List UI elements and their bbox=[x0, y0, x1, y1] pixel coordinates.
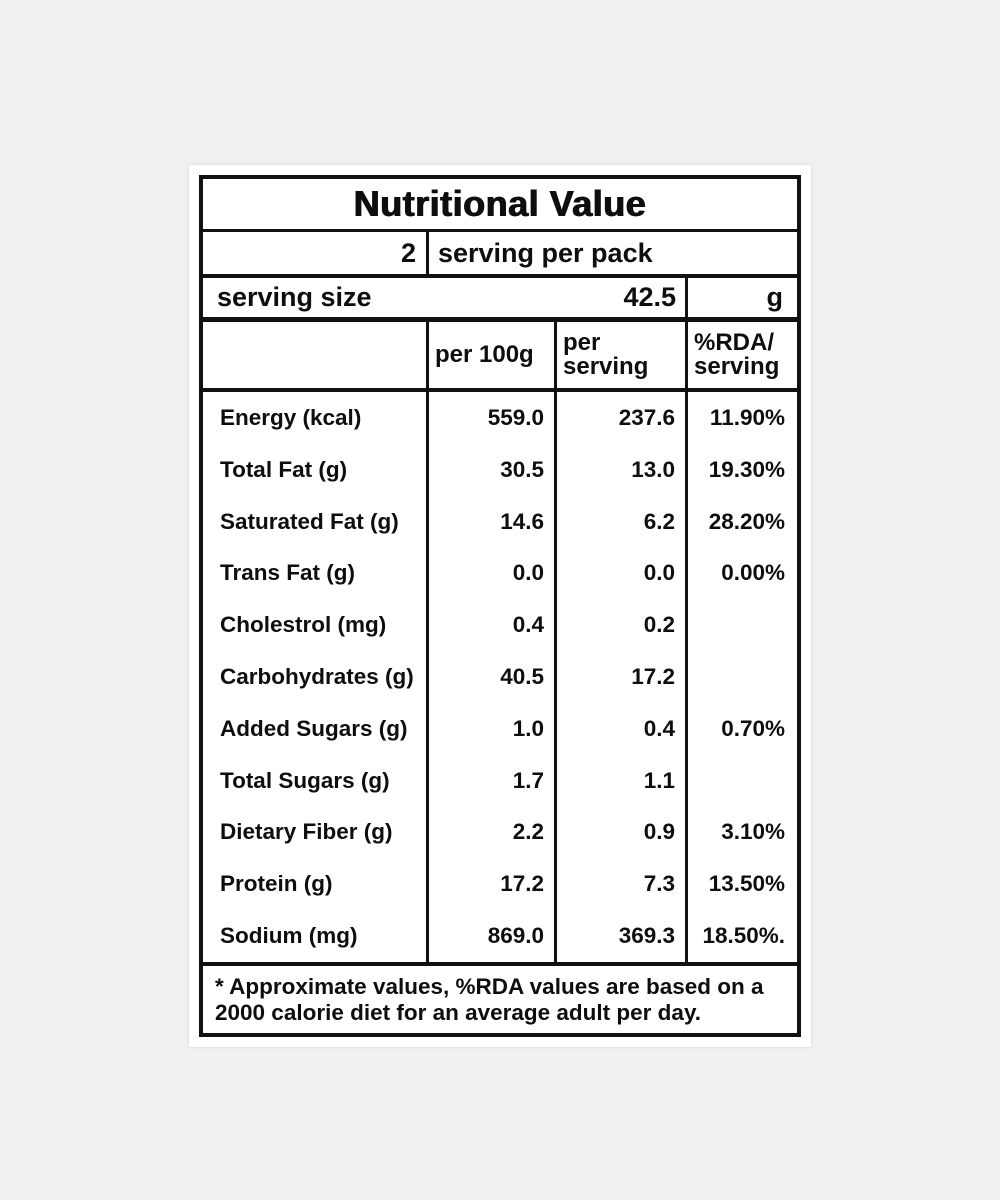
table-row: Sodium (mg) 869.0 369.3 18.50%. bbox=[203, 910, 797, 962]
nutrient-name: Energy (kcal) bbox=[220, 404, 362, 430]
per-serving-value: 0.0 bbox=[554, 547, 685, 600]
serving-size-label: serving size bbox=[217, 282, 372, 312]
table-row: Added Sugars (g) 1.0 0.4 0.70% bbox=[203, 702, 797, 755]
per-100g-value: 869.0 bbox=[426, 910, 554, 962]
nutrient-name: Protein (g) bbox=[220, 871, 333, 897]
footnote-line-1: * Approximate values, %RDA values are ba… bbox=[215, 973, 764, 999]
per-100g-value: 40.5 bbox=[426, 651, 554, 703]
servings-per-pack-label: serving per pack bbox=[426, 232, 797, 274]
rda-value: 11.90% bbox=[685, 392, 797, 444]
nutrient-column-header-empty bbox=[203, 322, 426, 388]
label-title-row: Nutritional Value bbox=[203, 179, 797, 232]
nutrient-name: Saturated Fat (g) bbox=[220, 508, 399, 534]
serving-size-value: 42.5 bbox=[623, 282, 676, 312]
per-serving-value: 7.3 bbox=[554, 858, 685, 911]
per-serving-header-line2: serving bbox=[563, 353, 649, 380]
footnote-line-2: 2000 calorie diet for an average adult p… bbox=[215, 999, 702, 1025]
per-serving-value: 17.2 bbox=[554, 651, 685, 703]
table-row: Cholestrol (mg) 0.4 0.2 bbox=[203, 599, 797, 652]
per-100g-value: 30.5 bbox=[426, 443, 554, 496]
rda-value bbox=[685, 651, 797, 703]
per-100g-value: 559.0 bbox=[426, 392, 554, 444]
per-100g-value: 0.4 bbox=[426, 599, 554, 652]
per-100g-value: 2.2 bbox=[426, 806, 554, 859]
table-row: Protein (g) 17.2 7.3 13.50% bbox=[203, 858, 797, 911]
rda-value: 0.00% bbox=[685, 547, 797, 600]
table-row: Energy (kcal) 559.0 237.6 11.90% bbox=[203, 392, 797, 444]
rda-value: 0.70% bbox=[685, 702, 797, 755]
rda-value bbox=[685, 754, 797, 807]
per-serving-value: 0.2 bbox=[554, 599, 685, 652]
per-serving-value: 237.6 bbox=[554, 392, 685, 444]
per-serving-header-line1: per bbox=[563, 329, 601, 357]
nutrient-rows: Energy (kcal) 559.0 237.6 11.90% Total Fat (… bbox=[203, 392, 797, 966]
per-100g-value: 14.6 bbox=[426, 495, 554, 548]
rda-value: 28.20% bbox=[685, 495, 797, 548]
nutrient-name: Carbohydrates (g) bbox=[220, 663, 414, 689]
per-100g-value: 1.0 bbox=[426, 702, 554, 755]
footnote: * Approximate values, %RDA values are ba… bbox=[203, 966, 797, 1033]
rda-column-header: %RDA/ serving bbox=[685, 322, 797, 388]
per-serving-value: 0.9 bbox=[554, 806, 685, 859]
per-100g-column-header: per 100g bbox=[426, 322, 554, 388]
table-row: Dietary Fiber (g) 2.2 0.9 3.10% bbox=[203, 806, 797, 859]
serving-size-cell: serving size 42.5 bbox=[203, 278, 685, 317]
nutrition-label-table: Nutritional Value 2 serving per pack ser… bbox=[199, 175, 801, 1037]
servings-per-pack-row: 2 serving per pack bbox=[203, 232, 797, 278]
rda-header-line2: serving bbox=[694, 353, 780, 380]
label-title: Nutritional Value bbox=[353, 183, 647, 224]
nutrient-name: Total Sugars (g) bbox=[220, 767, 390, 793]
nutrient-name: Trans Fat (g) bbox=[220, 560, 356, 586]
per-serving-value: 369.3 bbox=[554, 910, 685, 962]
rda-value: 13.50% bbox=[685, 858, 797, 911]
nutrient-name: Cholestrol (mg) bbox=[220, 612, 387, 638]
servings-per-pack-value: 2 bbox=[400, 237, 416, 268]
rda-value bbox=[685, 599, 797, 652]
serving-size-unit: g bbox=[685, 278, 797, 317]
nutrition-label-card: Nutritional Value 2 serving per pack ser… bbox=[189, 165, 811, 1047]
per-100g-value: 1.7 bbox=[426, 754, 554, 807]
per-100g-value: 17.2 bbox=[426, 858, 554, 911]
table-row: Carbohydrates (g) 40.5 17.2 bbox=[203, 651, 797, 703]
serving-size-row: serving size 42.5 g bbox=[203, 278, 797, 322]
rda-value: 19.30% bbox=[685, 443, 797, 496]
nutrient-name: Dietary Fiber (g) bbox=[220, 819, 393, 845]
table-row: Trans Fat (g) 0.0 0.0 0.00% bbox=[203, 547, 797, 600]
rda-value: 3.10% bbox=[685, 806, 797, 859]
per-serving-value: 0.4 bbox=[554, 702, 685, 755]
nutrient-name: Total Fat (g) bbox=[220, 456, 348, 482]
rda-header-line1: %RDA/ bbox=[694, 329, 775, 357]
per-100g-value: 0.0 bbox=[426, 547, 554, 600]
per-serving-column-header: per serving bbox=[554, 322, 685, 388]
table-row: Saturated Fat (g) 14.6 6.2 28.20% bbox=[203, 495, 797, 548]
rda-value: 18.50%. bbox=[685, 910, 797, 962]
table-row: Total Fat (g) 30.5 13.0 19.30% bbox=[203, 443, 797, 496]
per-serving-value: 6.2 bbox=[554, 495, 685, 548]
table-row: Total Sugars (g) 1.7 1.1 bbox=[203, 754, 797, 807]
nutrient-name: Sodium (mg) bbox=[220, 923, 358, 949]
column-header-row: per 100g per serving %RDA/ serving bbox=[203, 322, 797, 392]
per-serving-value: 1.1 bbox=[554, 754, 685, 807]
per-serving-value: 13.0 bbox=[554, 443, 685, 496]
nutrient-name: Added Sugars (g) bbox=[220, 715, 408, 741]
